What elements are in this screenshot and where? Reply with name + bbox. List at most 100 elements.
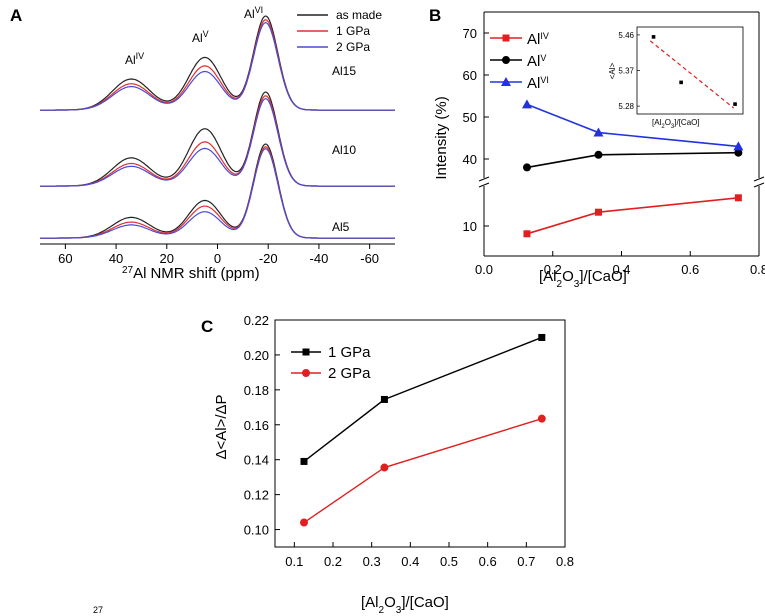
panel-c-plot-frame (274, 319, 566, 548)
panel-b-inset-point (651, 35, 656, 39)
panel-c-legend: 1 GPa 2 GPa (291, 344, 371, 382)
panel-c-xtick-label: 0.2 (324, 554, 342, 569)
panel-c-xtick-label: 0.8 (556, 554, 574, 569)
panel-c-point-2 GPa (380, 463, 389, 472)
panel-b-point-IV (594, 208, 602, 216)
panel-b-inset-xlabel: [Al2O3]/[CaO] (652, 118, 700, 130)
panel-b-series (521, 99, 744, 238)
panel-b-xtick-label: 0.8 (750, 262, 765, 277)
panel-c-legend-marker (302, 369, 310, 377)
panel-b-point-VI (521, 99, 532, 109)
panel-b-letter: B (429, 6, 441, 25)
panel-a-tick-label: 40 (109, 251, 123, 266)
panel-b-axis-break (753, 176, 765, 182)
panel-b-inset-ytick-label: 5.46 (618, 31, 634, 40)
panel-c-point-1 GPa (380, 395, 388, 403)
panel-c-point-1 GPa (300, 457, 308, 465)
panel-b-point-IV (523, 230, 531, 238)
panel-b-ytick-label: 10 (463, 219, 477, 234)
panel-b-inset-ylabel: <Al> (608, 62, 617, 79)
panel-b-legend-label: AlIV (527, 31, 549, 48)
panel-a-tick-label: 60 (58, 251, 72, 266)
panel-b-inset-ytick-label: 5.28 (618, 102, 634, 111)
panel-b-point-IV (734, 194, 742, 202)
panel-b-ytick-label: 60 (463, 68, 477, 83)
panel-c-point-2 GPa (537, 414, 546, 423)
panel-c-legend-label: 2 GPa (328, 365, 371, 382)
panel-a-spectrum-Al10-1 GPa (40, 95, 395, 187)
panel-c-frame (274, 319, 566, 548)
panel-a-spectrum-Al15-2 GPa (40, 21, 395, 111)
panel-b-ylabel: Intensity (%) (433, 96, 450, 179)
panel-b-legend-marker (502, 34, 510, 42)
panel-a-curves (40, 15, 395, 239)
panel-c-chart: 0.1 0.2 0.3 0.4 0.5 0.6 0.7 0.8 0.10 0.12 0.14 0.16… (213, 313, 574, 616)
panel-c-xtick-label: 0.7 (517, 554, 535, 569)
panel-a-sample-labels: Al15 Al10 Al5 (332, 64, 356, 234)
caption-superscript: 27 (93, 605, 103, 615)
panel-a-letter: A (10, 6, 22, 25)
panel-a-spectrum-Al10-2 GPa (40, 97, 395, 187)
panel-a-legend-label: as made (336, 8, 382, 22)
panel-b-inset-ytick-label: 5.37 (618, 67, 634, 76)
panel-a-peak-label: AlIV (125, 51, 144, 67)
panel-c-point-1 GPa (538, 333, 546, 341)
panel-a-peak-label: AlV (192, 29, 209, 45)
panel-b-axis-break (753, 182, 765, 188)
panel-c-series (300, 333, 546, 527)
panel-a-legend: as made 1 GPa 2 GPa (297, 8, 382, 54)
panel-c-letter: C (201, 317, 213, 336)
panel-c-ytick-label: 0.16 (244, 418, 269, 433)
panel-c-ytick-label: 0.18 (244, 383, 269, 398)
panel-c-ytick-label: 0.22 (244, 313, 269, 328)
panel-b-xtick-label: 0.2 (544, 262, 562, 277)
panel-a-tick-label: 0 (214, 251, 221, 266)
panel-a-ticks: 60 40 20 0 -20 -40 -60 (58, 244, 379, 266)
panel-a-tick-label: -40 (310, 251, 329, 266)
panel-b-legend-marker (501, 77, 511, 86)
panel-b-legend-marker (502, 56, 510, 64)
panel-b-legend: AlIV AlV AlVI (490, 31, 549, 92)
panel-c-xtick-label: 0.3 (363, 554, 381, 569)
panel-c-xtick-label: 0.1 (285, 554, 303, 569)
panel-a-sample-label: Al15 (332, 64, 356, 78)
panel-a-xlabel: 27Al NMR shift (ppm) (122, 265, 260, 283)
panel-b-xtick-label: 0.4 (612, 262, 630, 277)
panel-c-xtick-label: 0.4 (401, 554, 419, 569)
panel-c-legend-label: 1 GPa (328, 344, 371, 361)
panel-c-ytick-label: 0.12 (244, 488, 269, 503)
panel-b-ticks: 0.0 0.2 0.4 0.6 0.8 40 50 60 70 10 (463, 26, 765, 277)
panel-a-tick-label: 20 (160, 251, 174, 266)
panel-c-ytick-label: 0.14 (244, 453, 269, 468)
panel-c-xtick-label: 0.6 (479, 554, 497, 569)
panel-b-line-IV (526, 197, 739, 235)
panel-c-ticks: 0.1 0.2 0.3 0.4 0.5 0.6 0.7 0.8 0.10 0.12 0.14 0.16… (244, 313, 574, 569)
panel-b-point-V (734, 148, 743, 157)
panel-a-tick-label: -60 (360, 251, 379, 266)
panel-b-inset-frame (636, 26, 744, 115)
panel-b-ytick-label: 70 (463, 26, 477, 41)
panel-b-ytick-label: 50 (463, 110, 477, 125)
panel-b-inset-point (679, 80, 683, 85)
panel-c-ytick-label: 0.20 (244, 348, 269, 363)
panel-a-spectrum-Al5-2 GPa (40, 148, 395, 239)
panel-b-ytick-label: 40 (463, 152, 477, 167)
panel-a-spectra: 60 40 20 0 -20 -40 -60 27Al NMR shift (ppm) AlI… (40, 5, 395, 282)
panel-b-xlabel: [Al2O3]/[CaO] (539, 268, 627, 290)
panel-b-point-VI (733, 141, 744, 151)
panel-b-inset-fit (649, 40, 735, 109)
panel-a-legend-label: 2 GPa (336, 40, 370, 54)
panel-c-legend-marker (302, 348, 310, 356)
panel-a-peak-label: AlVI (244, 5, 263, 21)
panel-a-sample-label: Al5 (332, 220, 350, 234)
panel-c-xlabel: [Al2O3]/[CaO] (361, 594, 449, 616)
panel-c-point-2 GPa (300, 518, 308, 527)
panel-b-line-V (526, 151, 739, 169)
panel-b-point-VI (593, 127, 604, 137)
panel-c-xtick-label: 0.5 (440, 554, 458, 569)
panel-b-xtick-label: 0.6 (681, 262, 699, 277)
panel-b-chart: 0.0 0.2 0.4 0.6 0.8 40 50 60 70 10 AlIV AlV AlVI 5.… (433, 11, 765, 290)
panel-b-point-V (594, 150, 603, 159)
panel-b-legend-label: AlVI (527, 75, 549, 92)
